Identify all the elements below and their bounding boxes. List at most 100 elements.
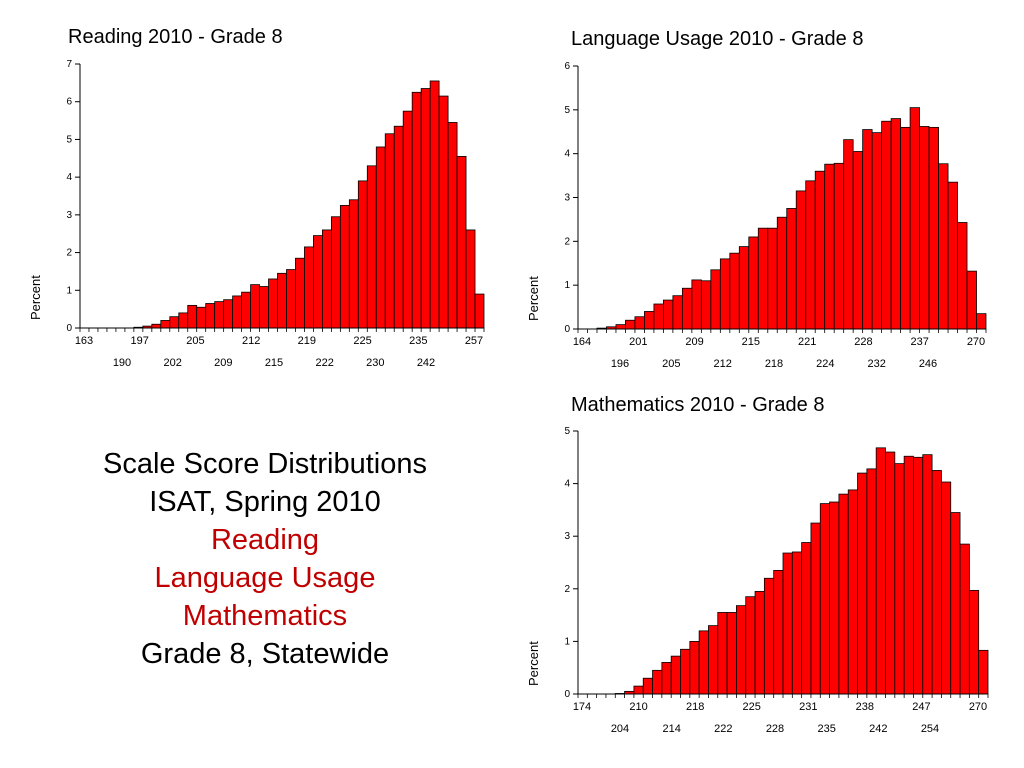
bar — [773, 569, 784, 695]
caption-line-distributions: Scale Score Distributions — [103, 448, 427, 480]
y-tick-label: 0 — [564, 689, 570, 700]
x-tick-label: 215 — [265, 357, 283, 369]
bar — [680, 648, 691, 695]
x-tick-label: 218 — [765, 358, 783, 370]
x-tick-label: 224 — [816, 358, 834, 370]
bar — [652, 669, 663, 695]
x-tick-label: 196 — [611, 358, 629, 370]
x-tick-label: 174 — [573, 701, 591, 713]
x-tick-label: 202 — [163, 357, 181, 369]
x-tick-label: 222 — [714, 723, 732, 735]
y-tick-label: 3 — [564, 193, 570, 204]
caption-line-scope: Grade 8, Statewide — [140, 638, 390, 670]
x-tick-label: 254 — [921, 723, 939, 735]
y-axis-label: Percent — [526, 276, 541, 321]
x-tick-label: 230 — [366, 357, 384, 369]
x-tick-label: 219 — [298, 335, 316, 347]
chart-title-reading: Reading 2010 - Grade 8 — [68, 26, 283, 48]
y-tick-label: 7 — [66, 59, 72, 70]
bar — [801, 542, 812, 695]
x-tick-label: 231 — [799, 701, 817, 713]
x-tick-label: 270 — [967, 336, 985, 348]
caption-line-mathematics: Mathematics — [182, 600, 348, 632]
x-tick-label: 163 — [75, 335, 93, 347]
x-tick-label: 235 — [409, 335, 427, 347]
x-tick-label: 222 — [315, 357, 333, 369]
bar — [782, 552, 793, 695]
bar — [819, 503, 830, 695]
bar — [903, 455, 914, 695]
chart-title-mathematics: Mathematics 2010 - Grade 8 — [571, 394, 825, 416]
bar — [885, 451, 896, 695]
y-tick-label: 6 — [564, 61, 570, 72]
bar — [894, 463, 905, 695]
bar — [726, 612, 737, 695]
bar — [670, 655, 681, 695]
y-tick-label: 0 — [564, 324, 570, 335]
x-tick-label: 242 — [869, 723, 887, 735]
y-tick-label: 4 — [564, 479, 570, 490]
bar — [698, 630, 709, 695]
x-tick-label: 214 — [662, 723, 680, 735]
y-axis-label: Percent — [28, 275, 43, 320]
x-tick-label: 246 — [919, 358, 937, 370]
y-tick-label: 1 — [564, 280, 570, 291]
x-tick-label: 209 — [685, 336, 703, 348]
x-tick-label: 235 — [817, 723, 835, 735]
x-tick-label: 215 — [742, 336, 760, 348]
x-tick-label: 190 — [113, 357, 131, 369]
bar — [950, 512, 961, 695]
chart-title-language-usage: Language Usage 2010 - Grade 8 — [571, 28, 864, 50]
x-tick-label: 205 — [186, 335, 204, 347]
bar — [633, 685, 644, 695]
bar — [875, 447, 886, 695]
y-tick-label: 1 — [66, 285, 72, 296]
y-tick-label: 1 — [564, 636, 570, 647]
x-tick-label: 197 — [131, 335, 149, 347]
y-tick-label: 5 — [564, 105, 570, 116]
bar — [708, 625, 719, 695]
bar — [931, 470, 942, 695]
x-tick-label: 204 — [611, 723, 629, 735]
x-tick-label: 232 — [867, 358, 885, 370]
x-tick-label: 270 — [969, 701, 987, 713]
y-axis-label: Percent — [526, 641, 541, 686]
bar — [959, 543, 970, 695]
bar — [745, 596, 756, 695]
bar — [791, 551, 803, 695]
x-tick-label: 221 — [798, 336, 816, 348]
x-tick-label: 201 — [629, 336, 647, 348]
x-tick-label: 257 — [465, 335, 483, 347]
y-tick-label: 2 — [66, 248, 72, 259]
bar — [968, 589, 980, 695]
caption-line-test: ISAT, Spring 2010 — [149, 486, 381, 518]
y-tick-label: 4 — [564, 149, 570, 160]
x-tick-label: 205 — [662, 358, 680, 370]
bar — [941, 481, 952, 695]
caption-block: Scale Score Distributions ISAT, Spring 2… — [40, 445, 490, 673]
bar — [689, 641, 700, 695]
x-tick-label: 228 — [766, 723, 784, 735]
bar — [829, 501, 840, 695]
bar — [922, 454, 933, 695]
y-tick-label: 5 — [564, 426, 570, 437]
x-tick-label: 238 — [856, 701, 874, 713]
bar — [838, 493, 849, 695]
y-tick-label: 2 — [564, 584, 570, 595]
bar — [754, 591, 765, 695]
x-tick-label: 228 — [854, 336, 872, 348]
x-tick-label: 212 — [713, 358, 731, 370]
y-tick-label: 0 — [66, 323, 72, 334]
bar — [913, 456, 924, 695]
bar — [810, 522, 821, 695]
bar — [978, 649, 989, 695]
y-tick-label: 3 — [564, 531, 570, 542]
y-tick-label: 2 — [564, 236, 570, 247]
bar — [847, 489, 858, 695]
x-tick-label: 209 — [214, 357, 232, 369]
bar — [736, 605, 747, 695]
x-tick-label: 237 — [911, 336, 929, 348]
